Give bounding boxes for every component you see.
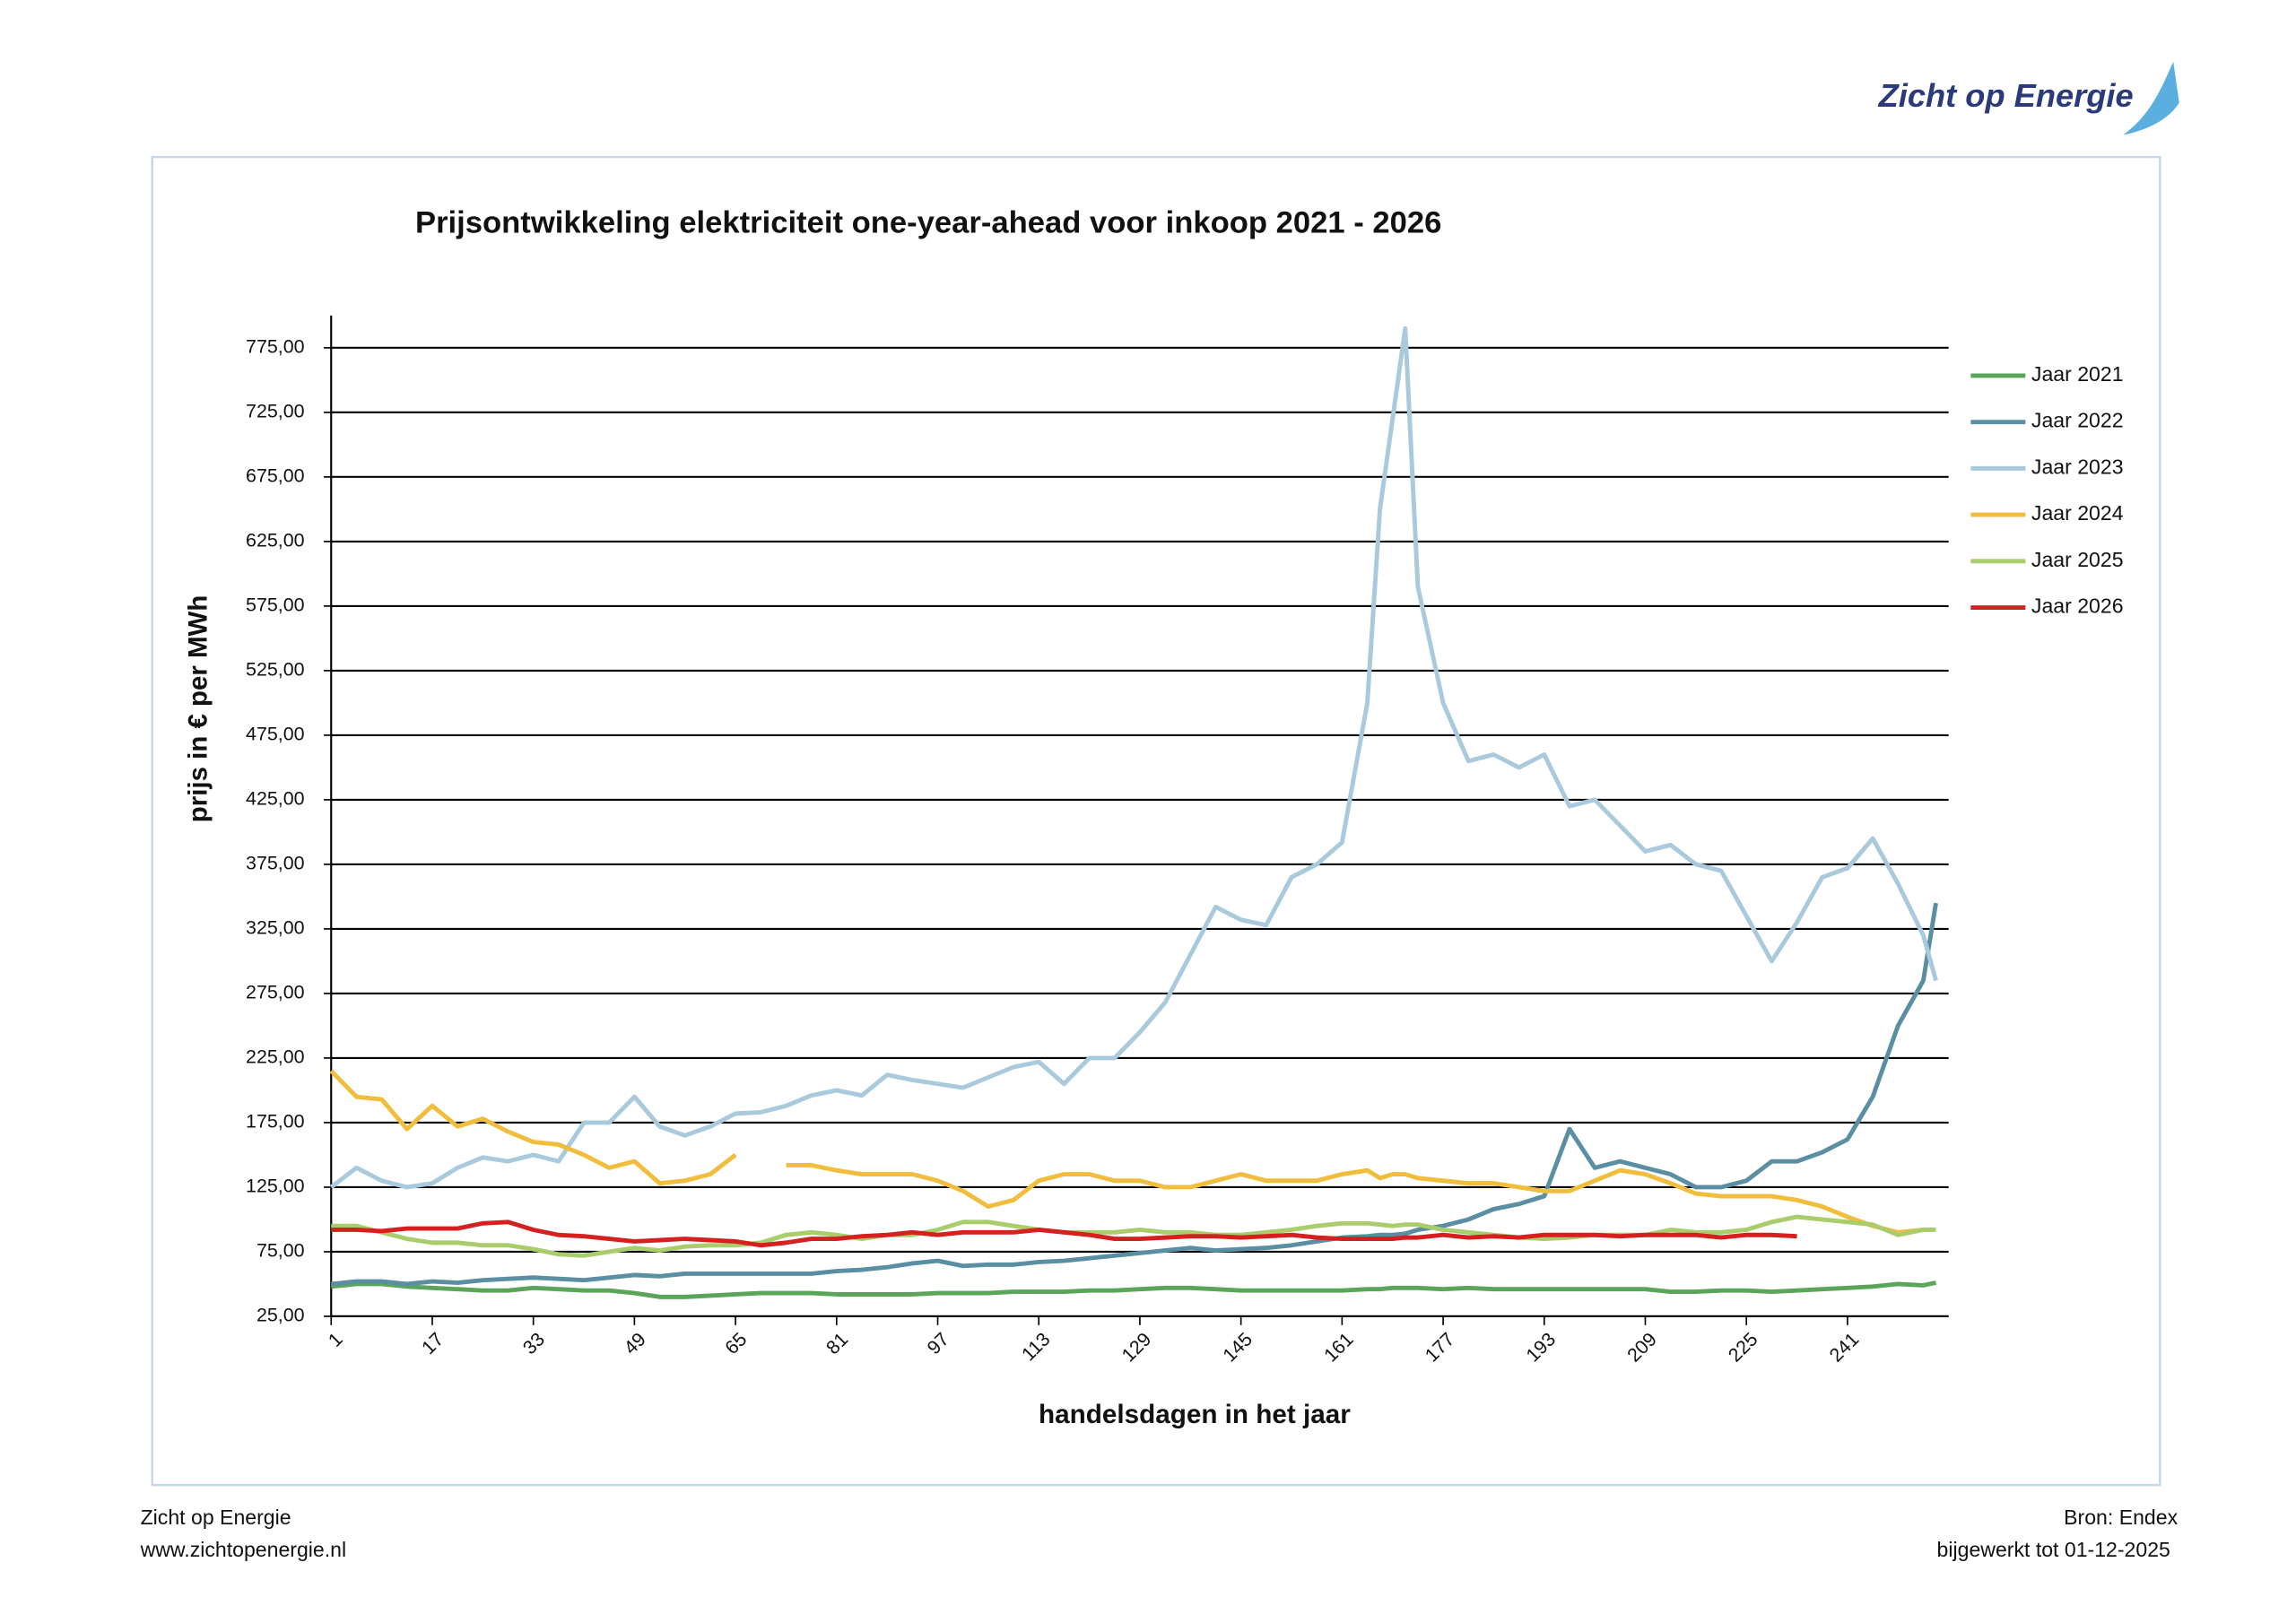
y-tick-label: 175,00 — [246, 1111, 305, 1133]
y-tick-label: 125,00 — [246, 1176, 305, 1197]
legend-label: Jaar 2026 — [2031, 595, 2124, 618]
chart-title: Prijsontwikkeling elektriciteit one-year… — [415, 206, 1441, 240]
y-tick-label: 725,00 — [246, 401, 305, 422]
x-axis-label: handelsdagen in het jaar — [1039, 1400, 1351, 1429]
series-line — [329, 1069, 1924, 1235]
legend-label: Jaar 2024 — [2031, 501, 2124, 525]
series-line — [330, 902, 1938, 1287]
y-tick-label: 675,00 — [246, 465, 305, 487]
logo-text: Zicht op Energie — [1878, 77, 2134, 114]
legend-label: Jaar 2021 — [2031, 362, 2124, 386]
series-line — [329, 325, 1938, 1190]
logo-sail — [2123, 61, 2179, 135]
y-tick-label: 25,00 — [257, 1305, 305, 1326]
legend-label: Jaar 2022 — [2031, 409, 2124, 432]
footer-right: bijgewerkt tot 01-12-2025 — [1937, 1538, 2170, 1561]
legend-label: Jaar 2023 — [2031, 456, 2124, 479]
footer-left: www.zichtopenergie.nl — [140, 1538, 347, 1561]
y-tick-label: 575,00 — [246, 595, 305, 616]
y-axis-label: prijs in € per MWh — [183, 595, 213, 823]
footer-right: Bron: Endex — [2064, 1506, 2178, 1529]
footer-left: Zicht op Energie — [141, 1506, 291, 1529]
y-tick-label: 475,00 — [246, 724, 305, 745]
y-tick-label: 625,00 — [246, 530, 305, 551]
y-tick-label: 375,00 — [246, 853, 305, 874]
y-tick-label: 525,00 — [246, 659, 305, 681]
series-line — [330, 1280, 1937, 1299]
chart-frame — [151, 155, 2161, 1487]
y-tick-label: 275,00 — [246, 982, 305, 1003]
plot: 25,00 75,00 125,00 175,00 225,00 275,00 325,00… — [246, 315, 2124, 1366]
legend-label: Jaar 2025 — [2031, 548, 2124, 571]
series-line — [331, 1214, 1936, 1258]
y-tick-label: 425,00 — [246, 788, 305, 810]
y-tick-label: 325,00 — [246, 917, 305, 939]
y-tick-label: 225,00 — [246, 1046, 305, 1068]
series-line — [331, 1219, 1797, 1248]
y-tick-label: 775,00 — [246, 336, 305, 358]
y-tick-label: 75,00 — [257, 1240, 305, 1262]
